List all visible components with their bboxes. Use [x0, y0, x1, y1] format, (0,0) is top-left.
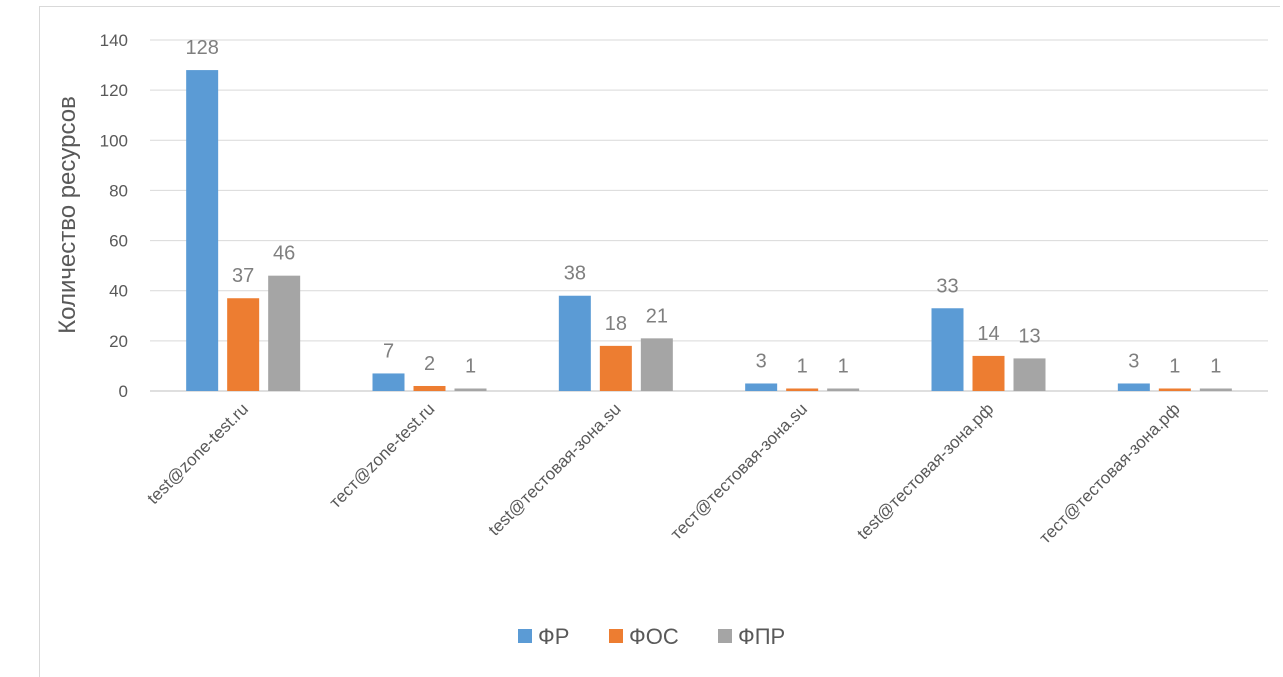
bar: [1158, 388, 1191, 391]
data-label: 14: [977, 323, 999, 345]
x-tick-label: test@тестовая-зона.su: [485, 399, 625, 539]
data-label: 3: [1128, 350, 1139, 372]
data-label: 33: [936, 275, 958, 297]
data-label: 1: [1169, 355, 1180, 377]
bar: [558, 295, 591, 391]
data-label: 1: [838, 355, 849, 377]
data-label: 13: [1018, 325, 1040, 347]
legend: ФР ФОС ФПР: [518, 624, 785, 649]
bar: [372, 373, 405, 391]
legend-swatch: [609, 629, 623, 643]
bar: [745, 383, 778, 391]
data-label: 7: [383, 340, 394, 362]
bar: [786, 388, 819, 391]
x-tick-label: тест@zone-test.ru: [326, 399, 439, 512]
bar: [268, 275, 301, 391]
bar: [931, 308, 964, 391]
y-tick-label: 40: [109, 282, 128, 301]
bar: [413, 385, 446, 391]
legend-swatch: [518, 629, 532, 643]
bar: [1199, 388, 1232, 391]
y-tick-label: 80: [109, 181, 128, 200]
y-axis-label: Количество ресурсов: [54, 96, 81, 334]
data-label: 1: [465, 355, 476, 377]
bar: [186, 70, 219, 391]
x-tick-label: тест@тестовая-зона.su: [667, 399, 811, 543]
chart-frame: [39, 6, 1280, 677]
data-label: 2: [424, 353, 435, 375]
data-label: 128: [185, 37, 218, 59]
data-label: 18: [605, 313, 627, 335]
legend-label: ФПР: [738, 624, 785, 649]
data-label: 38: [564, 263, 586, 285]
x-tick-label: test@zone-test.ru: [143, 399, 251, 507]
x-tick-label: тест@тестовая-зона.рф: [1036, 399, 1184, 547]
x-tick-label: test@тестовая-зона.рф: [853, 399, 997, 543]
bar: [454, 388, 487, 391]
y-tick-label: 60: [109, 232, 128, 251]
bar: [972, 355, 1005, 391]
bar: [1013, 358, 1046, 391]
gridlines: [150, 39, 1268, 392]
legend-swatch: [718, 629, 732, 643]
y-tick-label: 120: [100, 81, 128, 100]
y-tick-label: 20: [109, 332, 128, 351]
legend-label: ФР: [538, 624, 569, 649]
y-tick-label: 100: [100, 131, 128, 150]
y-axis-ticks: 0 20 40 60 80 100 120 140: [100, 31, 128, 401]
bar: [1117, 383, 1150, 391]
bar: [640, 338, 673, 391]
legend-label: ФОС: [629, 624, 679, 649]
bar: [227, 298, 260, 391]
bar: [599, 345, 632, 391]
bars: [186, 70, 1232, 391]
data-label: 3: [756, 350, 767, 372]
bar: [827, 388, 860, 391]
data-label: 37: [232, 265, 254, 287]
data-label: 21: [646, 305, 668, 327]
y-tick-label: 0: [119, 382, 128, 401]
x-axis-ticks: test@zone-test.ru тест@zone-test.ru test@т…: [143, 399, 1183, 547]
data-label: 46: [273, 243, 295, 265]
y-tick-label: 140: [100, 31, 128, 50]
data-label: 1: [1210, 355, 1221, 377]
data-label: 1: [797, 355, 808, 377]
